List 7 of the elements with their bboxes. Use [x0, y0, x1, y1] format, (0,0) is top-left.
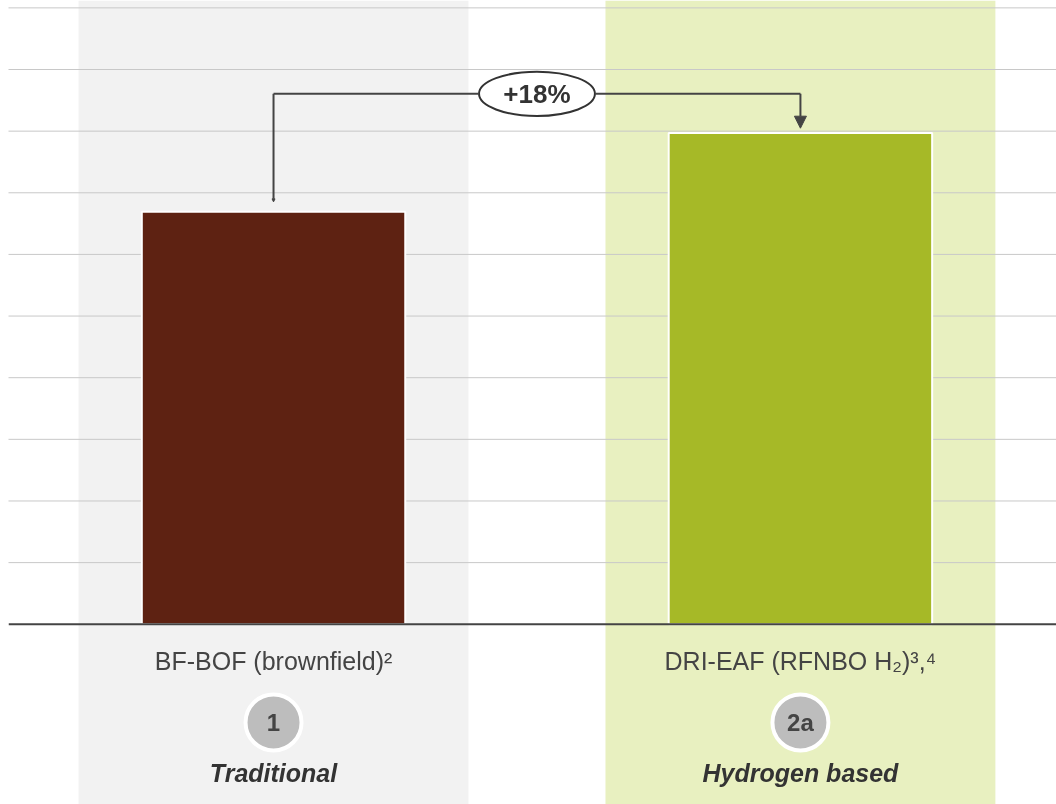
band-label: Traditional	[209, 758, 339, 787]
text: 2a	[787, 708, 815, 736]
x-tick-label: DRI-EAF (RFNBO H₂)³,⁴	[664, 647, 937, 676]
band-label: Hydrogen based	[702, 758, 900, 787]
x-tick-label: BF-BOF (brownfield)²	[154, 647, 393, 676]
text: +18%	[503, 78, 571, 109]
text: 1	[266, 708, 281, 736]
